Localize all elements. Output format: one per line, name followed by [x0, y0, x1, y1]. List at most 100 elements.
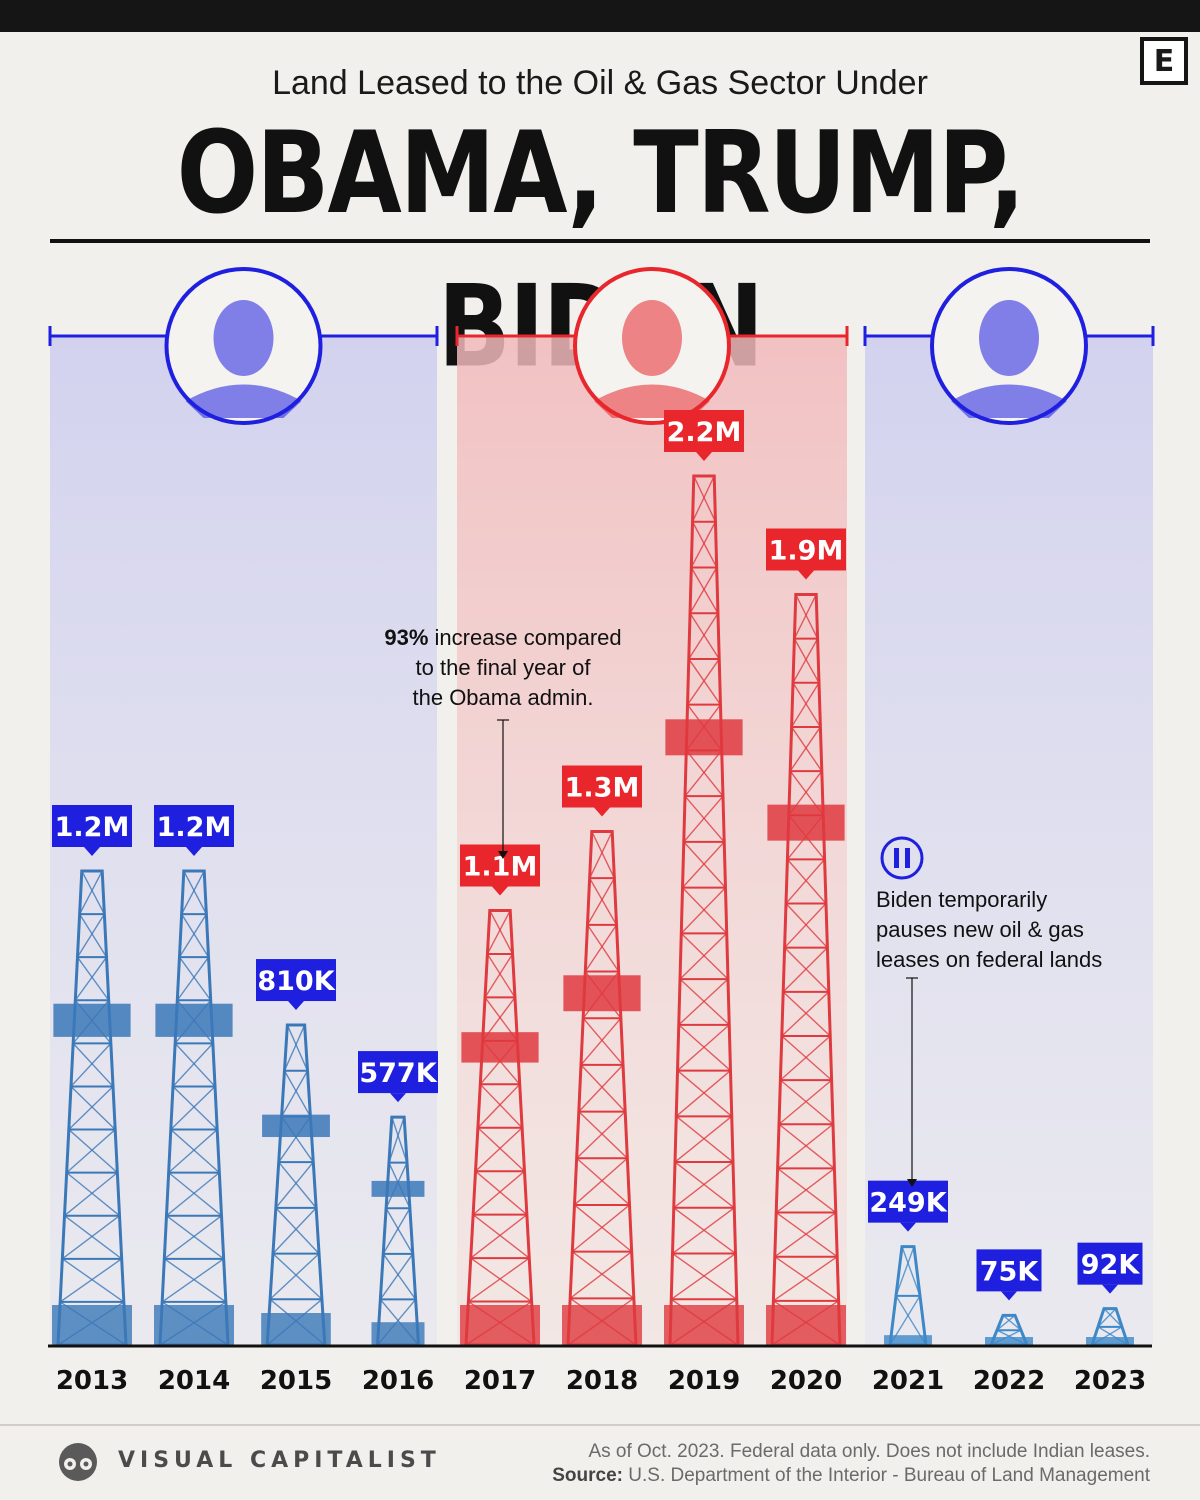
annotation-2017: 93% increase compared to the final year o… — [384, 625, 622, 859]
tower-brace — [280, 1070, 309, 1117]
value-label-box — [256, 959, 336, 1002]
tower-platform — [767, 804, 845, 841]
tower-brace — [895, 1246, 915, 1297]
pause-icon-ring — [880, 836, 924, 880]
tower-base — [664, 1305, 744, 1345]
tower-bar-2014 — [154, 869, 234, 1347]
value-label-pointer — [288, 1001, 304, 1011]
title-underline — [50, 239, 1150, 243]
tower-brace — [170, 1085, 216, 1131]
tower-bar-2020 — [766, 593, 846, 1347]
tower-brace — [59, 1258, 123, 1303]
tower-brace — [680, 887, 726, 934]
source-label: Source: — [552, 1465, 623, 1486]
tower-brace — [181, 913, 210, 958]
tower-brace — [781, 991, 830, 1037]
tower-brace — [683, 795, 724, 843]
value-label: 249K — [869, 1188, 947, 1219]
pause-icon — [880, 836, 924, 880]
value-label: 810K — [257, 966, 335, 997]
tower-brace — [1103, 1308, 1123, 1328]
tower-brace — [684, 795, 725, 843]
tower-brace — [72, 1042, 114, 1087]
tower-brace — [673, 1207, 736, 1255]
tower-brace — [472, 1170, 525, 1216]
tower-brace — [779, 1079, 834, 1125]
tower-platform — [563, 975, 641, 1012]
tower-base — [766, 1305, 846, 1345]
tower-brace — [283, 1024, 306, 1072]
tower-brace — [778, 1079, 833, 1125]
tower-brace — [791, 726, 823, 772]
tower-brace — [672, 1207, 735, 1255]
tower-platform — [53, 1003, 131, 1037]
annotation-2021: Biden temporarily pauses new oil & gas lea… — [876, 836, 1102, 1187]
value-label-box — [1077, 1242, 1143, 1285]
x-tick-label: 2021 — [872, 1366, 944, 1396]
value-label-box — [664, 410, 744, 452]
source-text: U.S. Department of the Interior - Bureau… — [628, 1465, 1150, 1486]
tower-brace — [489, 910, 514, 955]
tower-brace — [477, 1127, 525, 1172]
tower-brace — [578, 1064, 624, 1113]
tower-brace — [388, 1116, 405, 1163]
tower-brace — [74, 956, 108, 1001]
tower-brace — [486, 953, 516, 998]
tower-brace — [679, 978, 730, 1026]
face-shape — [213, 300, 274, 376]
tower-brace — [675, 1070, 731, 1117]
tower-brace — [779, 1035, 831, 1081]
obama-portrait-icon — [185, 300, 302, 418]
value-label-pointer — [186, 847, 202, 856]
shoulders-shape — [951, 384, 1067, 418]
tower-brace — [68, 1129, 118, 1174]
tower-brace — [76, 913, 105, 958]
brand-name: VISUAL CAPITALIST — [118, 1448, 441, 1473]
tower-brace — [792, 682, 821, 728]
tower-brace — [691, 521, 718, 568]
x-tick-label: 2015 — [260, 1366, 332, 1396]
tower-brace — [166, 1172, 220, 1217]
annotation-text-line: 93% increase compared — [384, 625, 621, 650]
value-label: 1.2M — [55, 812, 130, 843]
x-tick-label: 2022 — [973, 1366, 1045, 1396]
tower-brace — [576, 1157, 630, 1206]
tower-brace — [379, 1253, 414, 1300]
pause-icon-bar — [905, 848, 910, 868]
tower-platform — [155, 1003, 233, 1037]
tower-brace — [777, 1123, 834, 1169]
x-tick-label: 2017 — [464, 1366, 536, 1396]
tower-brace — [181, 870, 205, 915]
value-label: 577K — [359, 1058, 437, 1089]
value-label-pointer — [492, 886, 508, 896]
tower-brace — [1097, 1308, 1117, 1328]
tower-brace — [781, 1035, 833, 1081]
value-label: 2.2M — [667, 417, 742, 448]
shoulders-shape — [185, 384, 302, 418]
tower-brace — [66, 1172, 120, 1217]
annotation-text-line: Biden temporarily — [876, 887, 1047, 912]
tower-brace — [163, 1215, 222, 1260]
tower-platform — [461, 1032, 539, 1063]
tower-brace — [576, 1111, 626, 1159]
tower-brace — [580, 1064, 626, 1113]
tower-brace — [178, 913, 207, 958]
tower-brace — [477, 1083, 521, 1129]
tower-brace — [178, 956, 212, 1001]
tower-brace — [275, 1161, 314, 1209]
tower-brace — [382, 1253, 417, 1300]
value-label-pointer — [696, 452, 712, 461]
tower-brace — [678, 978, 729, 1026]
tower-brace — [475, 1170, 528, 1216]
tower-brace — [479, 1083, 523, 1129]
tower-brace — [582, 1017, 624, 1066]
tower-brace — [66, 1129, 116, 1174]
tower-brace — [684, 749, 723, 797]
tower-base — [884, 1335, 932, 1345]
tower-brace — [278, 1161, 317, 1209]
biden-portrait-icon — [951, 300, 1067, 418]
tower-brace — [283, 1070, 312, 1117]
tower-brace — [793, 594, 817, 639]
chart-title: OBAMA, TRUMP, BIDEN — [176, 106, 1026, 393]
tower-brace — [472, 1214, 530, 1259]
